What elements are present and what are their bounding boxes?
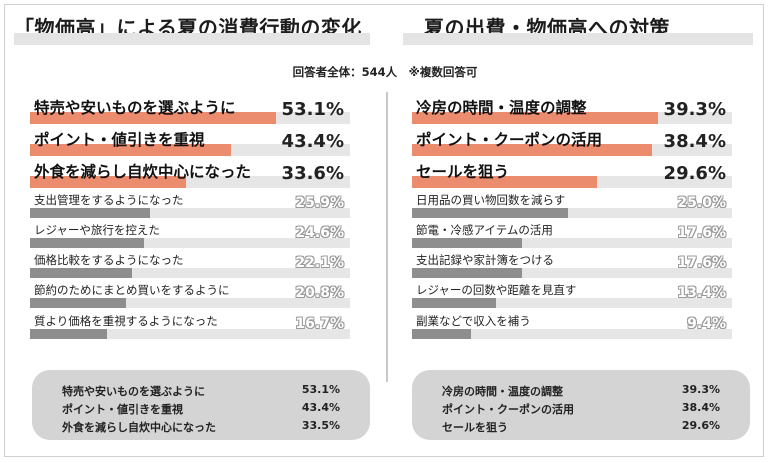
left-summary-box: 特売や安いものを選ぶように 53.1% ポイント・値引きを重視 43.4% 外食…	[32, 370, 370, 440]
bar	[30, 238, 144, 248]
bar-value-label: 29.6%	[663, 163, 726, 184]
bar	[30, 176, 186, 188]
bar-label: 冷房の時間・温度の調整	[416, 99, 587, 117]
bar	[412, 144, 652, 156]
left-bar-row-4: 支出管理をするようになった 25.9%	[30, 192, 350, 222]
summary-value: 29.6%	[681, 419, 720, 432]
right-bar-row-3: セールを狙う 29.6%	[412, 160, 732, 190]
respondent-note: 回答者全体：544人 ※複数回答可	[292, 65, 478, 79]
left-bar-row-6: 価格比較をするようになった 22.1%	[30, 252, 350, 282]
summary-value: 43.4%	[301, 401, 340, 414]
right-bar-row-2: ポイント・クーポンの活用 38.4%	[412, 128, 732, 158]
bar-track	[412, 238, 732, 248]
left-bar-row-7: 節約のためにまとめ買いをするように 20.8%	[30, 282, 350, 312]
bar-value-label: 13.4%	[677, 285, 726, 301]
bar-track	[412, 268, 732, 278]
bar-value-label: 38.4%	[663, 131, 726, 152]
bar	[30, 329, 107, 339]
bar-value-label: 33.6%	[281, 163, 344, 184]
bar	[30, 268, 132, 278]
bar-value-label: 53.1%	[281, 99, 344, 120]
bar-label: 節電・冷感アイテムの活用	[416, 223, 553, 237]
right-title-bar	[403, 33, 753, 45]
bar	[30, 298, 126, 308]
bar-value-label: 17.6%	[677, 225, 726, 241]
bar	[412, 329, 471, 339]
summary-row: 冷房の時間・温度の調整 39.3%	[442, 383, 720, 399]
bar-track	[30, 298, 350, 308]
bar-label: 日用品の買い物回数を減らす	[416, 193, 566, 207]
right-bar-row-7: レジャーの回数や距離を見直す 13.4%	[412, 282, 732, 312]
summary-value: 38.4%	[681, 401, 720, 414]
bar-track	[30, 329, 350, 339]
bar	[412, 176, 597, 188]
bar	[412, 298, 496, 308]
panel-divider	[386, 92, 388, 382]
figure-frame	[4, 4, 764, 457]
summary-value: 53.1%	[301, 383, 340, 396]
left-bar-row-1: 特売や安いものを選ぶように 53.1%	[30, 96, 350, 126]
bar-track	[412, 208, 732, 218]
bar-label: 支出記録や家計簿をつける	[416, 253, 554, 267]
bar-track	[412, 298, 732, 308]
bar-label: 質より価格を重視するようになった	[34, 314, 218, 328]
right-bar-row-4: 日用品の買い物回数を減らす 25.0%	[412, 192, 732, 222]
right-bar-row-6: 支出記録や家計簿をつける 17.6%	[412, 252, 732, 282]
bar-label: ポイント・値引きを重視	[34, 131, 205, 149]
summary-label: ポイント・クーポンの活用	[442, 403, 574, 416]
bar-track	[30, 208, 350, 218]
summary-value: 39.3%	[681, 383, 720, 396]
bar	[412, 112, 658, 124]
bar-value-label: 25.0%	[677, 195, 726, 211]
right-bar-row-1: 冷房の時間・温度の調整 39.3%	[412, 96, 732, 126]
bar-label: 外食を減らし自炊中心になった	[34, 163, 252, 181]
bar	[412, 208, 568, 218]
summary-row: 外食を減らし自炊中心になった 33.5%	[62, 419, 340, 435]
summary-label: セールを狙う	[442, 421, 508, 434]
bar	[30, 208, 150, 218]
summary-row: ポイント・クーポンの活用 38.4%	[442, 401, 720, 417]
bar-label: 節約のためにまとめ買いをするように	[34, 283, 230, 297]
bar-label: レジャーや旅行を控えた	[34, 223, 160, 237]
left-bar-row-5: レジャーや旅行を控えた 24.6%	[30, 222, 350, 252]
bar	[412, 238, 522, 248]
right-summary-box: 冷房の時間・温度の調整 39.3% ポイント・クーポンの活用 38.4% セール…	[412, 370, 750, 440]
bar-track	[30, 238, 350, 248]
bar-label: 副業などで収入を補う	[416, 314, 531, 328]
bar-value-label: 43.4%	[281, 131, 344, 152]
bar-label: 価格比較をするようになった	[34, 253, 184, 267]
bar-label: セールを狙う	[416, 163, 510, 181]
bar-value-label: 39.3%	[663, 99, 726, 120]
summary-row: セールを狙う 29.6%	[442, 419, 720, 435]
summary-row: ポイント・値引きを重視 43.4%	[62, 401, 340, 417]
bar-label: レジャーの回数や距離を見直す	[416, 283, 577, 297]
bar-value-label: 17.6%	[677, 255, 726, 271]
bar-track	[30, 268, 350, 278]
bar-label: 特売や安いものを選ぶように	[34, 99, 236, 117]
bar	[412, 268, 522, 278]
summary-label: ポイント・値引きを重視	[62, 403, 183, 416]
left-bar-row-2: ポイント・値引きを重視 43.4%	[30, 128, 350, 158]
summary-label: 特売や安いものを選ぶように	[62, 385, 205, 398]
left-bar-row-8: 質より価格を重視するようになった 16.7%	[30, 313, 350, 343]
bar	[30, 112, 276, 124]
bar-track	[412, 329, 732, 339]
bar-label: ポイント・クーポンの活用	[416, 131, 603, 149]
summary-label: 外食を減らし自炊中心になった	[62, 421, 216, 434]
bar-value-label: 25.9%	[295, 195, 344, 211]
bar-value-label: 9.4%	[687, 316, 726, 332]
summary-value: 33.5%	[301, 419, 340, 432]
bar-value-label: 20.8%	[295, 285, 344, 301]
bar-value-label: 24.6%	[295, 225, 344, 241]
summary-label: 冷房の時間・温度の調整	[442, 385, 563, 398]
bar-value-label: 22.1%	[295, 255, 344, 271]
bar-value-label: 16.7%	[295, 316, 344, 332]
left-bar-row-3: 外食を減らし自炊中心になった 33.6%	[30, 160, 350, 190]
right-bar-row-5: 節電・冷感アイテムの活用 17.6%	[412, 222, 732, 252]
left-title-bar	[14, 33, 370, 45]
bar-label: 支出管理をするようになった	[34, 193, 184, 207]
right-bar-row-8: 副業などで収入を補う 9.4%	[412, 313, 732, 343]
bar	[30, 144, 231, 156]
summary-row: 特売や安いものを選ぶように 53.1%	[62, 383, 340, 399]
